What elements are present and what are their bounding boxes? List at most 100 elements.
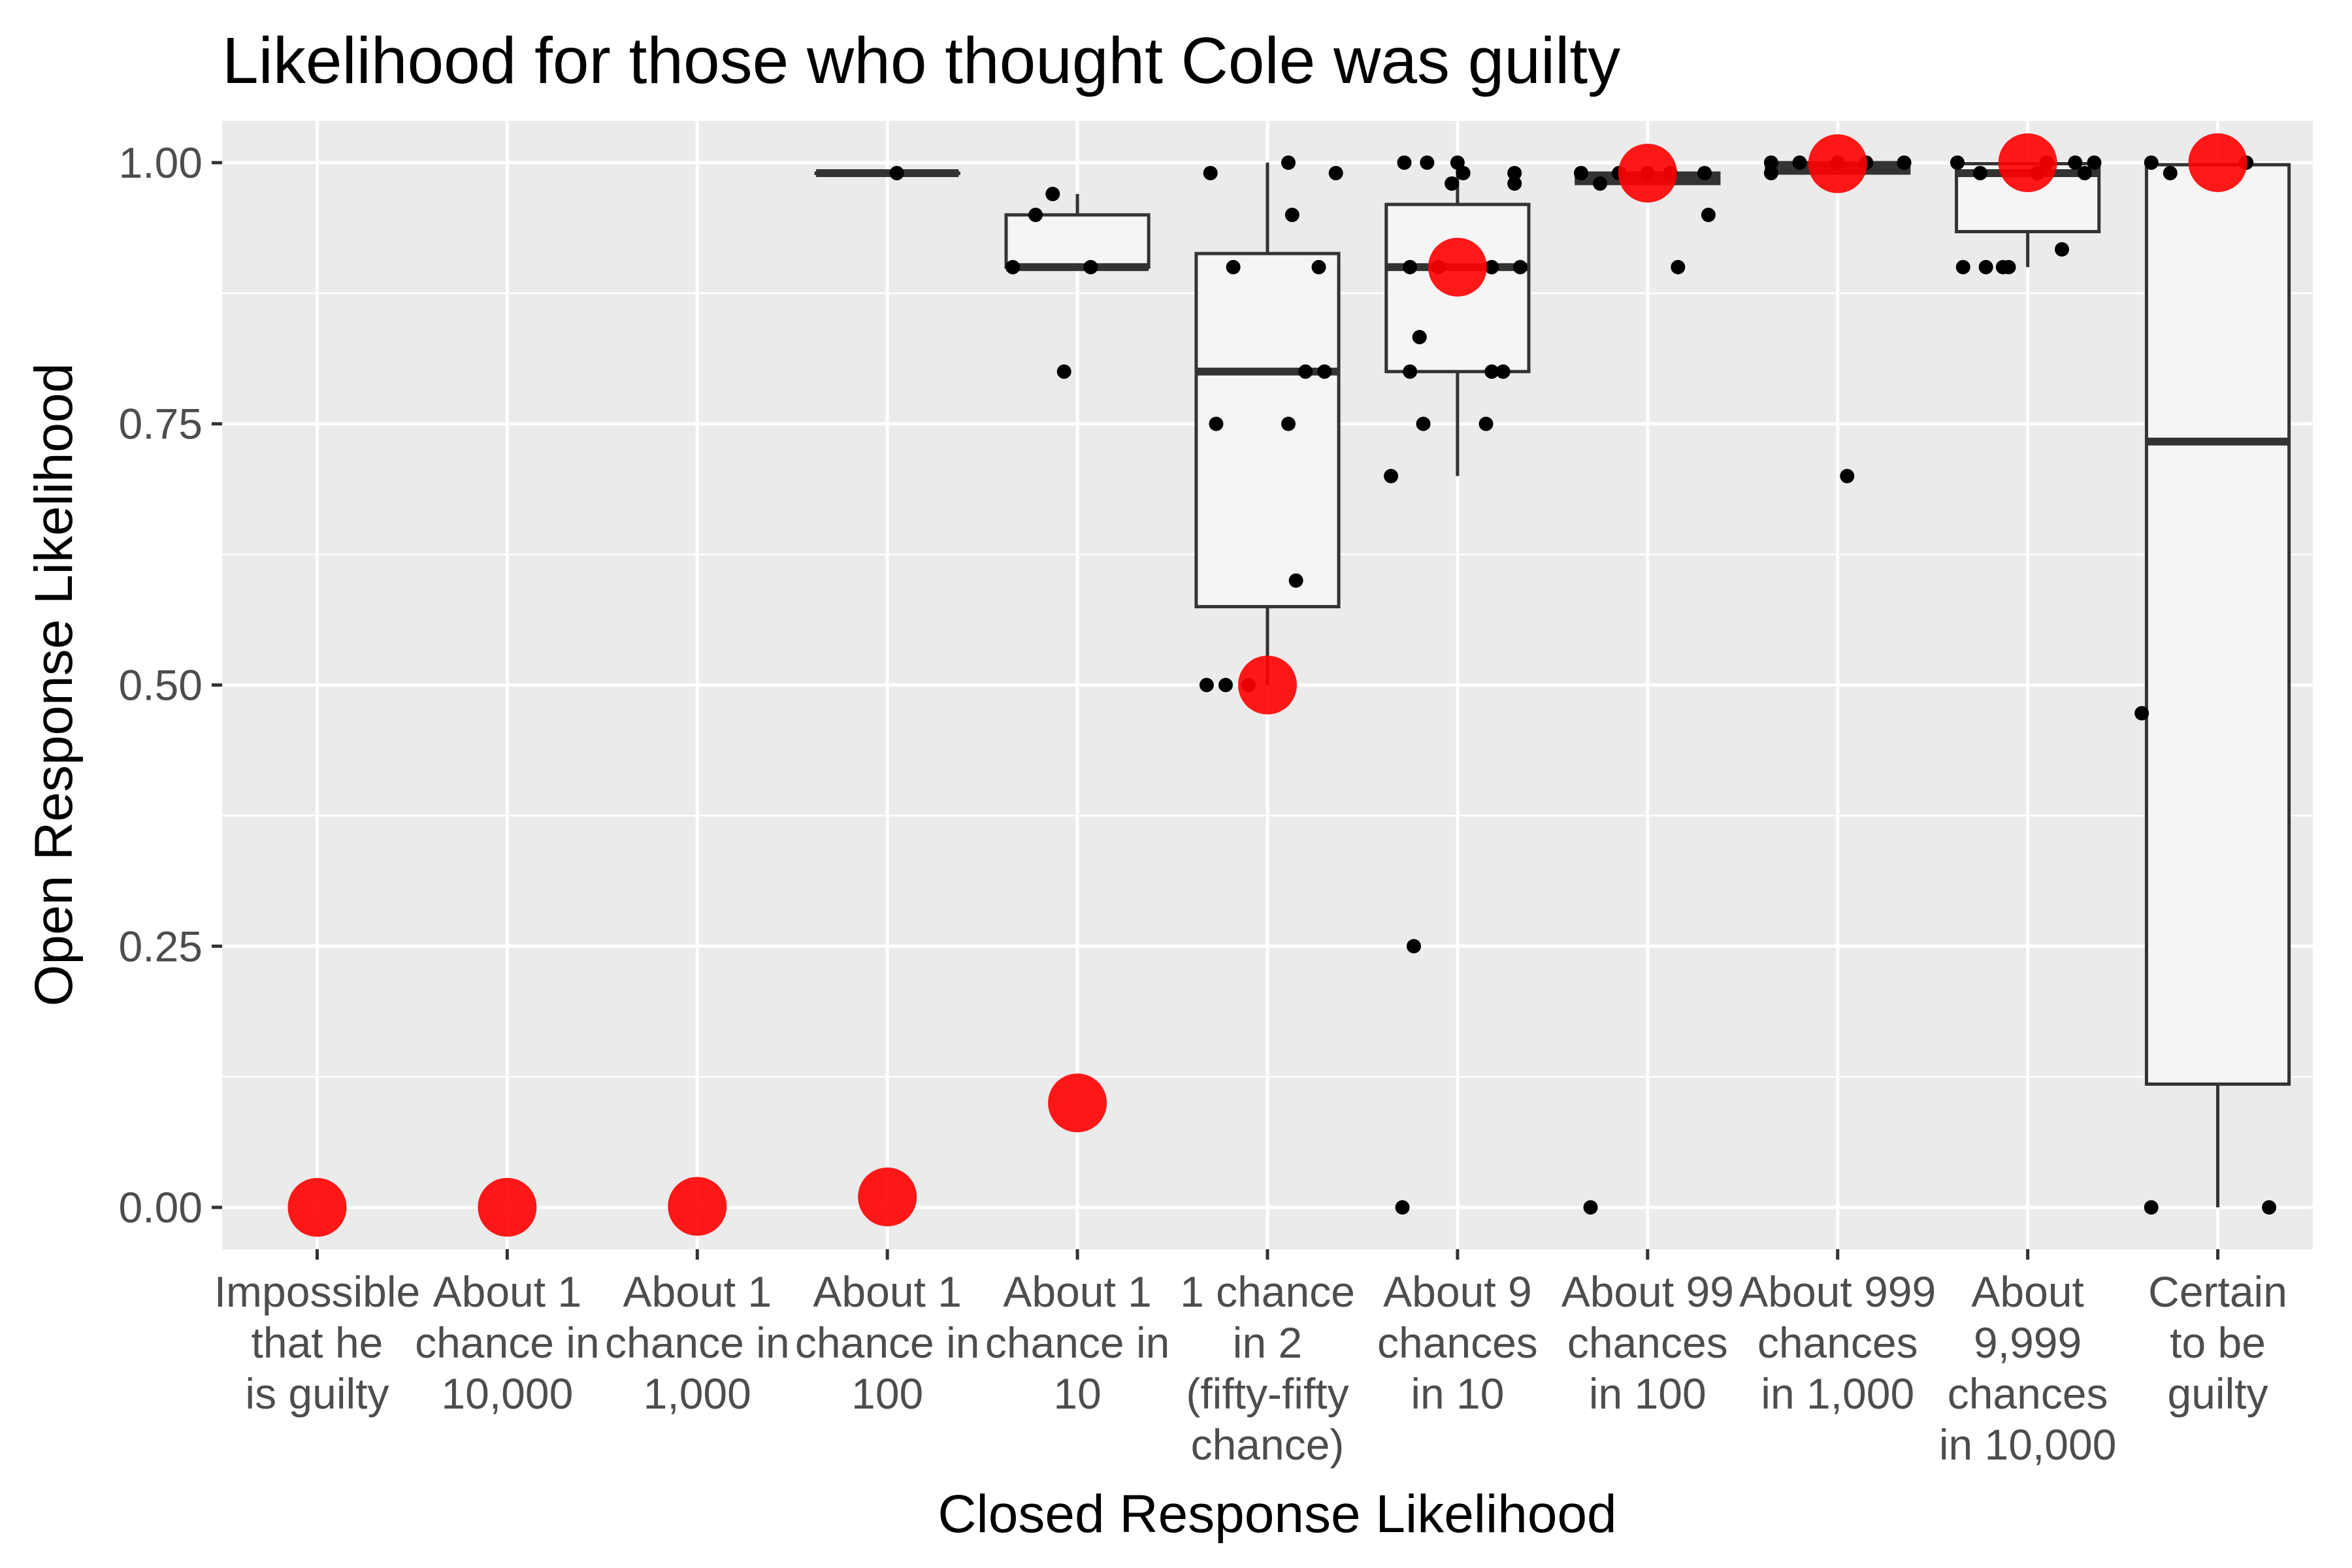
data-point [1495, 364, 1511, 379]
data-point [1583, 1200, 1598, 1215]
y-axis-title: Open Response Likelihood [24, 363, 84, 1007]
data-point [1950, 155, 1965, 170]
data-point [2262, 1200, 2277, 1215]
reference-point [858, 1168, 917, 1227]
data-point [2163, 165, 2178, 180]
data-point [1203, 165, 1218, 180]
reference-point [2188, 133, 2247, 192]
data-point [1005, 259, 1021, 274]
data-point [1281, 155, 1296, 170]
chart-title: Likelihood for those who thought Cole wa… [222, 24, 1620, 97]
data-point [1593, 176, 1608, 191]
data-point [2134, 706, 2149, 721]
data-point [1671, 259, 1686, 274]
reference-point [478, 1177, 537, 1237]
box-iqr [1194, 252, 1341, 609]
y-tick-label: 0.00 [119, 1183, 203, 1232]
data-point [1478, 416, 1494, 431]
data-point [1420, 155, 1435, 170]
data-point [2144, 1200, 2159, 1215]
data-point [1792, 155, 1807, 170]
data-point [1897, 155, 1912, 170]
data-point [2055, 242, 2069, 257]
data-point [1209, 416, 1224, 431]
data-point [1972, 165, 1987, 180]
x-tick-label: About 9,999 chances in 10,000 [1939, 1267, 2117, 1469]
data-point [1397, 155, 1412, 170]
data-point [1840, 468, 1855, 483]
data-point [1395, 1200, 1410, 1215]
data-point [1045, 186, 1060, 201]
data-point [2068, 155, 2083, 170]
data-point [1701, 207, 1716, 222]
data-point [889, 165, 904, 180]
data-point [2001, 259, 2016, 274]
reference-point [1618, 143, 1677, 203]
x-axis-title: Closed Response Likelihood [938, 1484, 1616, 1544]
data-point [1763, 165, 1778, 180]
x-tick-label: About 9 chances in 10 [1377, 1267, 1538, 1418]
data-point [1284, 207, 1299, 222]
reference-point [287, 1178, 347, 1237]
data-point [1407, 939, 1421, 954]
box-iqr [2144, 163, 2291, 1086]
data-point [1218, 678, 1233, 693]
data-point [1317, 364, 1332, 379]
data-point [1298, 364, 1313, 379]
x-tick-label: About 1 chance in 1,000 [605, 1267, 790, 1418]
reference-point [1808, 134, 1867, 193]
data-point [2077, 165, 2092, 180]
data-point [1507, 165, 1522, 180]
data-point [1403, 364, 1418, 379]
data-point [1763, 155, 1778, 170]
data-point [1512, 259, 1527, 274]
x-tick-label: 1 chance in 2 (fifty-fifty chance) [1180, 1267, 1355, 1469]
data-point [1403, 259, 1418, 274]
data-point [1507, 176, 1522, 191]
x-tick-label: About 1 chance in 10 [985, 1267, 1170, 1418]
y-tick-label: 1.00 [119, 139, 203, 187]
data-point [1028, 207, 1043, 222]
y-tick-label: 0.25 [119, 922, 203, 970]
data-point [1456, 165, 1471, 180]
data-point [1311, 259, 1326, 274]
data-point [1288, 573, 1303, 588]
data-point [1484, 364, 1499, 379]
data-point [1978, 259, 1993, 274]
box-iqr [1004, 213, 1151, 269]
reference-points [287, 133, 2247, 1237]
reference-point [1428, 237, 1487, 297]
y-tick-label: 0.75 [119, 400, 203, 448]
x-tick-label: About 1 chance in 100 [795, 1267, 980, 1418]
data-point [1384, 468, 1399, 483]
reference-point [1238, 655, 1297, 715]
y-tick-label: 0.50 [119, 661, 203, 710]
data-point [1697, 165, 1712, 180]
x-tick-label: About 1 chance in 10,000 [415, 1267, 600, 1418]
reference-point [1998, 133, 2057, 193]
y-axis: 0.00 0.25 0.50 0.75 1.00 [119, 139, 222, 1232]
data-point [1199, 678, 1214, 693]
reference-point [1048, 1073, 1107, 1133]
data-point [1574, 165, 1588, 180]
data-point [1412, 330, 1427, 345]
data-point [1328, 165, 1343, 180]
data-point [1484, 259, 1499, 274]
x-tick-label: Impossible that he is guilty [214, 1267, 420, 1418]
reference-point [668, 1177, 727, 1236]
data-point [1083, 259, 1098, 274]
data-point [1445, 176, 1460, 191]
data-point [1226, 259, 1241, 274]
data-point [1955, 259, 1970, 274]
x-tick-label: Certain to be guilty [2148, 1267, 2287, 1418]
data-point [2087, 155, 2102, 170]
data-point [1281, 416, 1296, 431]
x-tick-label: About 99 chances in 100 [1561, 1267, 1734, 1418]
data-point [2144, 155, 2159, 170]
data-point [1056, 364, 1071, 379]
data-point [1416, 416, 1431, 431]
box-layer [814, 161, 2291, 1208]
x-tick-label: About 999 chances in 1,000 [1739, 1267, 1936, 1418]
